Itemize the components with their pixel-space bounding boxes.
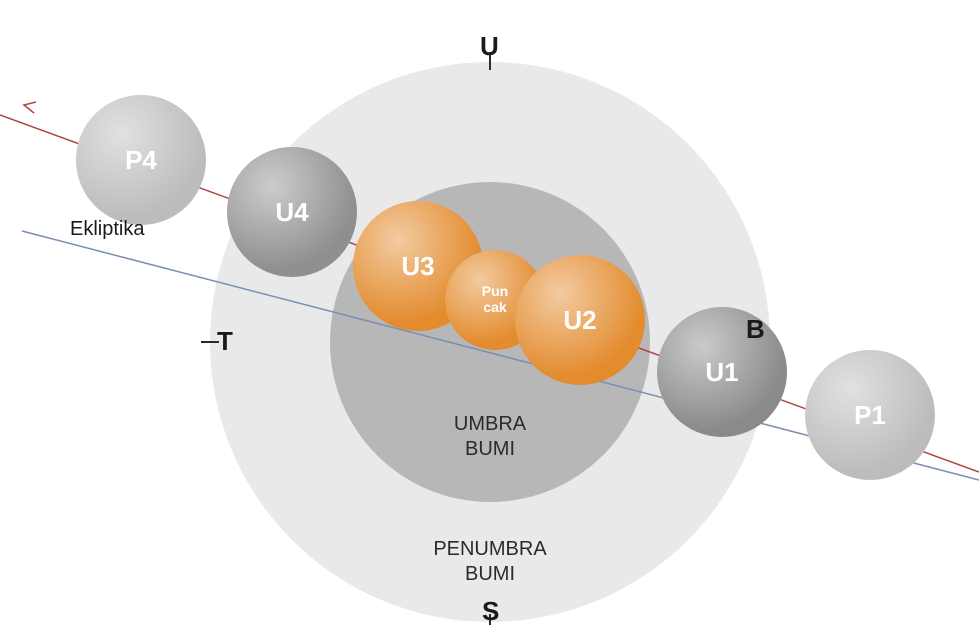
east-label: B xyxy=(746,314,765,344)
moon-u4: U4 xyxy=(227,147,357,277)
moon-label-u2: U2 xyxy=(563,305,596,335)
moon-p1: P1 xyxy=(805,350,935,480)
moon-label-u3: U3 xyxy=(401,251,434,281)
north-label: U xyxy=(480,31,499,61)
moon-label-peak-2: cak xyxy=(483,299,507,315)
umbra-label-2: BUMI xyxy=(465,438,515,460)
penumbra-label-2: BUMI xyxy=(465,563,515,585)
moon-u2: U2 xyxy=(515,255,645,385)
moon-label-p4: P4 xyxy=(125,145,157,175)
moon-label-peak-1: Pun xyxy=(482,283,508,299)
ecliptic-label: Ekliptika xyxy=(70,218,145,240)
moon-label-u4: U4 xyxy=(275,197,309,227)
eclipse-diagram: P4 U4 U3 Puncak U2 U1 P1 UMBRA BUMI PENUMBRA B… xyxy=(0,0,979,625)
moon-p4: P4 xyxy=(76,95,206,225)
moon-label-u1: U1 xyxy=(705,357,738,387)
south-label: S xyxy=(482,596,499,625)
penumbra-label: PENUMBRA xyxy=(433,538,547,560)
moon-u1: U1 xyxy=(657,307,787,437)
west-label: T xyxy=(217,326,233,356)
ecliptic-arrow xyxy=(24,102,36,113)
umbra-label: UMBRA xyxy=(454,413,527,435)
moon-label-p1: P1 xyxy=(854,400,886,430)
